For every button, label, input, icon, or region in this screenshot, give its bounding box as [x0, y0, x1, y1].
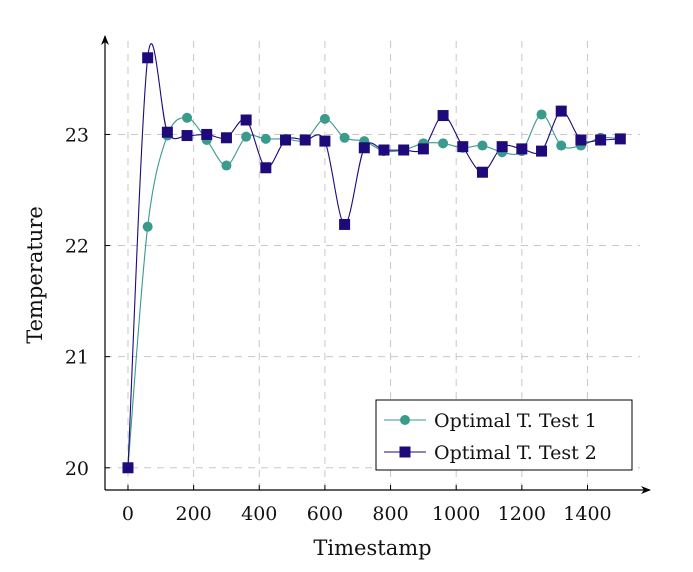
legend: Optimal T. Test 1 Optimal T. Test 2: [375, 399, 633, 471]
data-point-test-2: [476, 166, 488, 178]
x-tick-label: 600: [307, 503, 343, 525]
data-point-test-2: [516, 143, 528, 155]
x-tick-label: 1000: [432, 503, 480, 525]
y-tick-label: 23: [65, 124, 89, 146]
data-point-test-2: [398, 144, 410, 156]
legend-label-1: Optimal T. Test 1: [434, 410, 597, 432]
data-point-test-1: [319, 113, 330, 124]
data-point-test-2: [378, 144, 390, 156]
data-point-test-1: [182, 112, 193, 123]
data-point-test-2: [417, 143, 429, 155]
data-point-test-2: [575, 134, 587, 146]
data-point-test-1: [241, 131, 252, 142]
x-tick-label: 1400: [563, 503, 611, 525]
data-point-test-2: [595, 134, 607, 146]
data-point-test-2: [161, 126, 173, 138]
axes: [101, 35, 651, 494]
data-point-test-1: [477, 140, 488, 151]
data-point-test-2: [299, 134, 311, 146]
data-point-test-2: [201, 128, 213, 140]
grid-lines: [105, 40, 640, 490]
x-tick-label: 400: [241, 503, 277, 525]
legend-box: [375, 399, 633, 471]
data-point-test-2: [319, 135, 331, 147]
data-point-test-2: [358, 142, 370, 154]
data-point-test-2: [437, 110, 449, 122]
data-point-test-1: [260, 133, 271, 144]
data-point-test-2: [457, 141, 469, 153]
data-point-test-2: [122, 462, 134, 474]
data-point-test-2: [181, 130, 193, 142]
y-axis-title: Temperature: [23, 206, 47, 344]
data-point-test-1: [438, 138, 449, 149]
data-point-test-2: [260, 162, 272, 174]
data-point-test-1: [536, 109, 547, 120]
x-tick-label: 800: [372, 503, 408, 525]
y-tick-label: 22: [65, 236, 89, 258]
legend-label-2: Optimal T. Test 2: [434, 442, 597, 464]
data-point-test-2: [614, 133, 626, 145]
data-point-test-2: [142, 52, 154, 64]
x-tick-label: 200: [175, 503, 211, 525]
data-point-test-1: [221, 160, 232, 171]
data-point-test-1: [339, 132, 350, 143]
data-point-test-2: [536, 145, 548, 157]
x-axis-title: Timestamp: [313, 536, 431, 560]
legend-marker-1: [400, 415, 410, 425]
y-tick-label: 21: [65, 347, 89, 369]
legend-marker-2: [399, 446, 411, 458]
tick-labels: 0 200 400 600 800 1000 1200 1400 20 21 22 23: [65, 124, 612, 525]
data-point-test-2: [240, 114, 252, 126]
series-line-2: [127, 43, 621, 468]
y-tick-label: 20: [65, 458, 89, 480]
data-point-test-1: [556, 140, 567, 151]
data-point-test-2: [339, 218, 351, 230]
data-point-test-2: [280, 134, 292, 146]
series-markers: [122, 52, 626, 474]
data-point-test-2: [555, 105, 567, 117]
data-point-test-1: [142, 221, 153, 232]
x-tick-label: 1200: [498, 503, 546, 525]
data-point-test-2: [220, 132, 232, 144]
data-point-test-2: [496, 141, 508, 153]
x-tick-label: 0: [122, 503, 134, 525]
